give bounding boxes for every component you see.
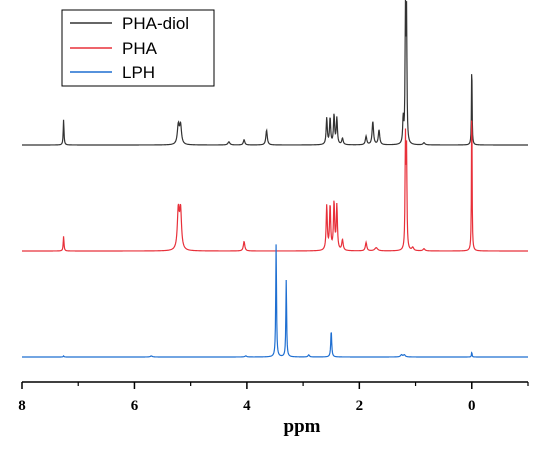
x-axis-title: ppm — [284, 416, 321, 437]
x-tick-label: 6 — [131, 398, 139, 414]
spectrum-traces — [22, 0, 528, 358]
x-axis-ticks: 8 6 4 2 0 — [18, 382, 529, 414]
series-line-lph — [22, 244, 528, 358]
legend-label-pha-diol: PHA-diol — [122, 14, 189, 33]
x-axis: 8 6 4 2 0 — [18, 381, 529, 414]
legend: PHA-diol PHA LPH — [61, 9, 215, 87]
x-tick-label: 0 — [468, 398, 476, 414]
legend-label-lph: LPH — [122, 63, 155, 82]
series-line-pha-diol — [22, 0, 528, 146]
x-tick-label: 4 — [243, 398, 251, 414]
x-tick-label: 8 — [18, 398, 26, 414]
x-tick-label: 2 — [356, 398, 364, 414]
legend-label-pha: PHA — [122, 39, 158, 58]
series-line-pha — [22, 120, 528, 252]
